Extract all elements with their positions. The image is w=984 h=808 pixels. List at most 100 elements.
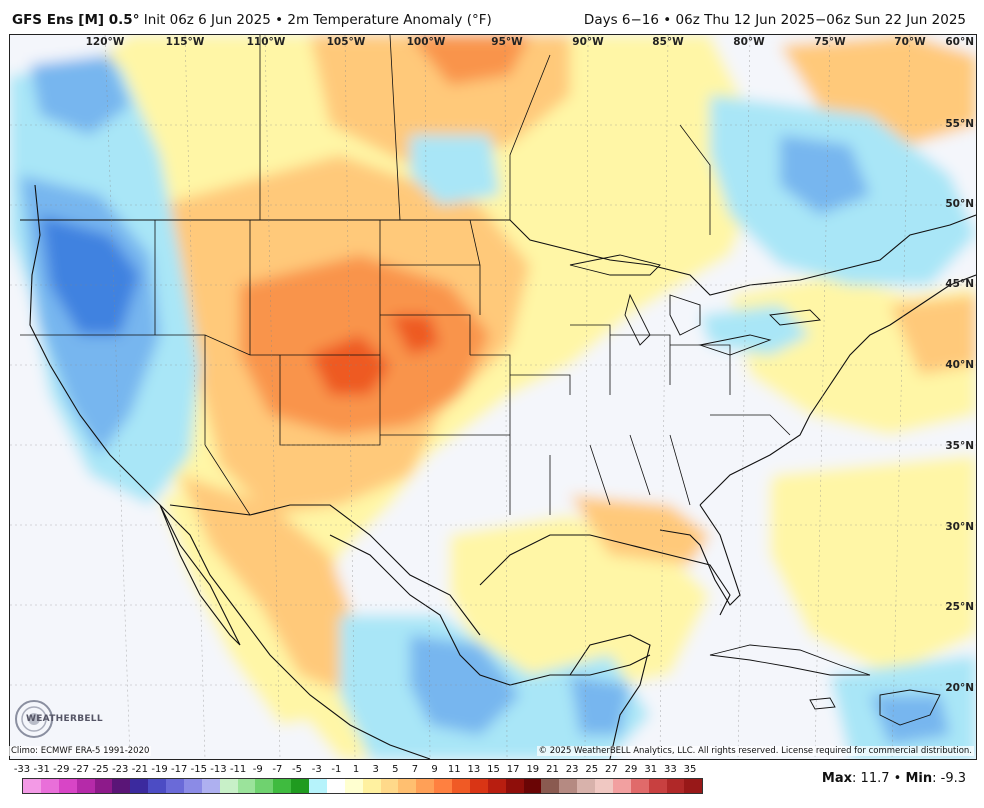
colorbar-label: -7	[272, 764, 283, 775]
colorbar-label: -11	[229, 764, 247, 775]
colorbar-cell	[273, 779, 292, 793]
map-panel: 120°W 115°W 110°W 105°W 100°W 95°W 90°W …	[9, 34, 977, 760]
yucatan-coastline	[569, 634, 651, 759]
warm-light-atlantic	[770, 455, 976, 675]
colorbar	[22, 778, 703, 794]
colorbar-label: -31	[33, 764, 50, 775]
neutral-southeast	[510, 365, 790, 505]
product-name: 2m Temperature Anomaly (°F)	[287, 12, 492, 28]
lat-label: 35°N	[945, 440, 974, 452]
colorbar-label: -17	[171, 764, 188, 775]
warm-mid-mexico	[180, 475, 360, 695]
lon-label: 115°W	[166, 36, 205, 48]
colorbar-cell	[166, 779, 184, 793]
colorbar-label: 11	[447, 764, 461, 775]
warm-peak-ne	[390, 315, 440, 355]
colorbar-label: 15	[487, 764, 500, 775]
east-coastline	[699, 274, 976, 506]
province-lines	[259, 35, 711, 235]
colorbar-cell	[595, 779, 613, 793]
latitude-labels: 60°N 55°N 50°N 45°N 40°N 35°N 30°N 25°N …	[945, 36, 974, 694]
state-lines	[20, 219, 791, 516]
lon-label: 105°W	[327, 36, 366, 48]
colorbar-cell	[505, 779, 524, 793]
anomaly-map: 120°W 115°W 110°W 105°W 100°W 95°W 90°W …	[10, 35, 976, 759]
lon-label: 100°W	[407, 36, 446, 48]
colorbar-cell	[577, 779, 595, 793]
colorbar-label: -9	[252, 764, 263, 775]
colorbar-cell	[630, 779, 649, 793]
lat-label: 45°N	[945, 278, 974, 290]
degree-sign: °	[132, 12, 140, 28]
colorbar-cell	[523, 779, 542, 793]
colorbar-label: 27	[605, 764, 618, 775]
model-name: GFS Ens [M] 0.5	[12, 12, 133, 28]
colorbar-cell	[183, 779, 202, 793]
lat-label: 60°N	[945, 36, 974, 48]
colorbar-cell	[559, 779, 578, 793]
colorbar-label: -13	[210, 764, 227, 775]
cool-light-lakes	[700, 305, 810, 355]
colorbar-label: -27	[72, 764, 90, 775]
colorbar-cell	[40, 779, 59, 793]
cool-mid-quebec	[780, 135, 870, 215]
gulf-coastline	[329, 534, 731, 686]
colorbar-cell	[666, 779, 685, 793]
warm-mid-atlantic	[890, 295, 976, 375]
colorbar-cell	[326, 779, 345, 793]
jamaica-coastline	[809, 697, 836, 710]
stats-sep: •	[893, 771, 902, 786]
lon-label: 90°W	[572, 36, 604, 48]
colorbar-label: 23	[565, 764, 579, 775]
longitude-labels: 120°W 115°W 110°W 105°W 100°W 95°W 90°W …	[86, 36, 927, 48]
header-bullet: •	[275, 12, 284, 28]
colorbar-cell	[148, 779, 166, 793]
lat-label: 55°N	[945, 118, 974, 130]
colorbar-cell	[76, 779, 95, 793]
lat-label: 30°N	[945, 521, 974, 533]
colorbar-cell	[94, 779, 113, 793]
colorbar-label: -23	[112, 764, 129, 775]
lat-label: 50°N	[945, 198, 974, 210]
lat-label: 20°N	[945, 682, 974, 694]
cool-mid-northwest	[30, 55, 130, 135]
colorbar-cell	[452, 779, 470, 793]
colorbar-cell	[237, 779, 256, 793]
cool-mid-hispaniola	[870, 695, 950, 745]
max-value: 11.7	[860, 771, 890, 786]
colorbar-label: -1	[331, 764, 342, 775]
boundary-lines	[20, 35, 976, 759]
cuba-coastline	[709, 644, 871, 676]
map-header-left: GFS Ens [M] 0.5° Init 06z 6 Jun 2025 • 2…	[12, 8, 492, 32]
colorbar-label: 21	[546, 764, 559, 775]
colorbar-cell	[309, 779, 327, 793]
colorbar-label: -33	[13, 764, 31, 775]
warm-strong-north	[410, 35, 530, 85]
cool-light-plains	[410, 135, 500, 205]
logo-text: WEATHERBELL	[26, 714, 103, 724]
colorbar-label: 35	[683, 764, 697, 775]
colorbar-label: 17	[506, 764, 520, 775]
colorbar-label: -15	[190, 764, 207, 775]
anomaly-shading	[10, 35, 976, 759]
great-lakes	[569, 254, 821, 356]
min-label: Min	[905, 771, 933, 786]
colorbar-label: 5	[392, 764, 399, 775]
lat-label: 25°N	[945, 601, 974, 613]
colorbar-cell	[219, 779, 238, 793]
cool-strong-west	[40, 215, 140, 335]
us-canada-border	[20, 214, 976, 296]
colorbar-cell	[23, 779, 41, 793]
colorbar-cell	[541, 779, 560, 793]
max-label: Max	[821, 771, 853, 786]
weatherbell-logo	[15, 700, 53, 738]
colorbar-cell	[416, 779, 435, 793]
colorbar-cell	[398, 779, 417, 793]
colorbar-label: 29	[624, 764, 638, 775]
colorbar-label: -25	[92, 764, 109, 775]
colorbar-cell	[130, 779, 149, 793]
valid-range: Days 6−16 • 06z Thu 12 Jun 2025−06z Sun …	[583, 12, 966, 28]
warm-mid-southeast	[570, 495, 710, 565]
colorbar-cell	[362, 779, 381, 793]
colorbar-label: 31	[644, 764, 658, 775]
